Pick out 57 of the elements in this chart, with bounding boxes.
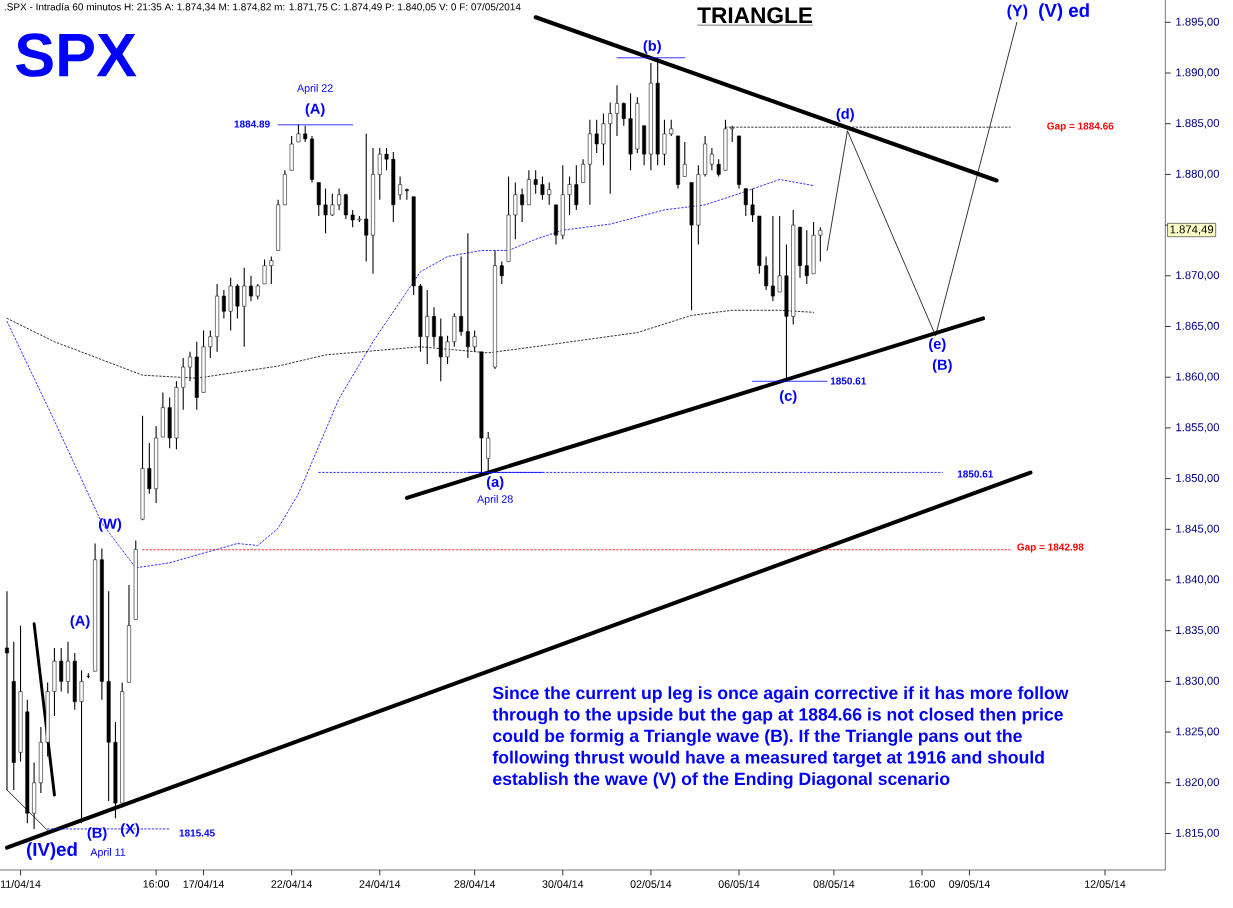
annotation: (B) — [87, 827, 107, 841]
annotation: (A) — [305, 103, 325, 117]
x-tick-label: 09/05/14 — [949, 880, 990, 888]
annotation: Gap = 1884.66 — [1047, 122, 1114, 132]
y-tick-label: 1.845,00 — [1176, 524, 1220, 534]
text: 1.874,49 — [1170, 225, 1214, 235]
annotation: 1884.89 — [234, 120, 270, 128]
annotation: April 11 — [90, 848, 126, 859]
x-tick-label: 16:00 — [143, 880, 170, 888]
annotation: (c) — [780, 390, 797, 404]
y-tick-label: 1.885,00 — [1176, 119, 1220, 129]
annotation: Since the current up leg is once again corrective if it has more follow through to the upside but the gap at 1884.66 is not closed then price could be formig a Triangle wave (B). If the Triangle pans out the following thrust would have a measured target at 1916 and should establish the wave (V) of the Ending Diagonal scenario — [492, 686, 1069, 789]
y-tick-label: 1.890,00 — [1176, 68, 1220, 78]
y-tick-label: 1.895,00 — [1176, 17, 1220, 27]
y-tick-label: 1.880,00 — [1176, 169, 1220, 180]
annotation: 1850.61 — [830, 377, 867, 385]
chart-title: SPX — [16, 33, 137, 77]
annotation: Gap = 1842.98 — [1017, 543, 1084, 553]
x-tick-label: 24/04/14 — [359, 880, 401, 888]
annotation: April 28 — [477, 495, 513, 505]
chart-subtitle: TRIANGLE — [697, 7, 813, 24]
x-tick-label: 12/05/14 — [1085, 880, 1126, 888]
annotation: 1815.45 — [179, 829, 215, 837]
y-tick-label: 1.830,00 — [1176, 676, 1220, 687]
annotation: April 22 — [297, 84, 333, 94]
x-tick-label: 06/05/14 — [718, 880, 760, 888]
annotation: (A) — [70, 615, 90, 629]
annotation: (IV)ed — [26, 842, 77, 860]
annotation: (e) — [929, 338, 946, 352]
y-tick-label: 1.815,00 — [1176, 828, 1220, 839]
y-tick-label: 1.840,00 — [1176, 575, 1220, 585]
x-tick-label: 16:00 — [909, 880, 935, 888]
x-tick-label: 22/04/14 — [271, 880, 313, 888]
annotation: (X) — [121, 823, 140, 837]
x-tick-label: 08/05/14 — [813, 880, 855, 888]
annotation: (b) — [643, 40, 661, 54]
x-tick-label: 30/04/14 — [542, 880, 584, 888]
annotation: (Y) — [1007, 4, 1028, 20]
x-tick-label: 02/05/14 — [630, 880, 672, 888]
annotation: (d) — [836, 108, 854, 122]
x-tick-label: 28/04/14 — [454, 880, 496, 888]
y-tick-label: 1.860,00 — [1176, 372, 1220, 382]
annotation: (V) ed — [1039, 3, 1089, 21]
x-tick-label: 11/04/14 — [0, 880, 41, 888]
y-tick-label: 1.850,00 — [1176, 473, 1220, 484]
y-tick-label: 1.825,00 — [1176, 727, 1220, 737]
annotation: .SPX - Intradía 60 minutos H: 21:35 A: 1.874,34 M: 1.874,82 m: 1.871,75 C: 1.874,49 P: 1.840,05 V: 0 F: 07/05/2014 — [4, 2, 521, 12]
annotation: (W) — [98, 518, 122, 532]
y-tick-label: 1.855,00 — [1176, 423, 1220, 433]
annotation: 1850.61 — [957, 470, 994, 478]
annotation: (B) — [932, 359, 952, 373]
y-tick-label: 1.870,00 — [1176, 271, 1220, 281]
x-tick-label: 17/04/14 — [183, 880, 224, 888]
y-tick-label: 1.835,00 — [1176, 626, 1220, 636]
y-tick-label: 1.865,00 — [1176, 321, 1220, 332]
annotation: (a) — [486, 476, 504, 490]
y-tick-label: 1.820,00 — [1176, 778, 1220, 788]
